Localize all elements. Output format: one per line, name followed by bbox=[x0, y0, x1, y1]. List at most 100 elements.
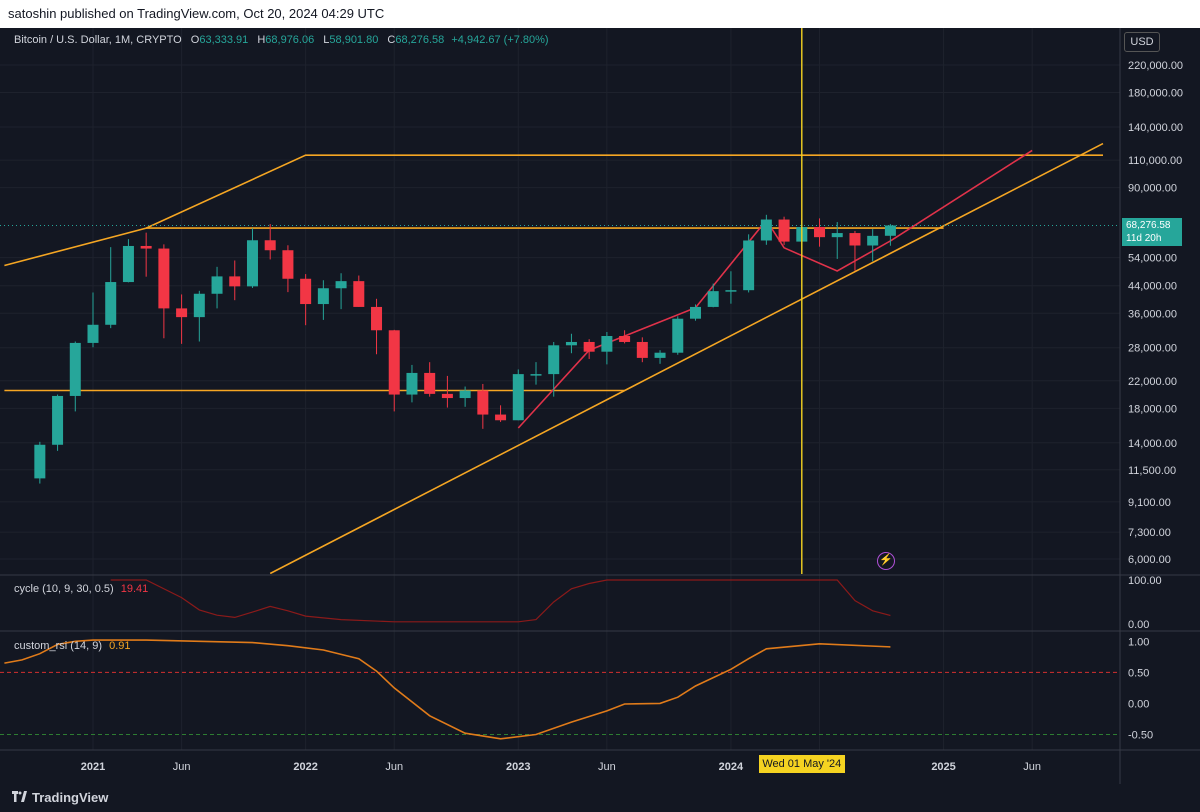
candle-body bbox=[565, 341, 577, 346]
candle bbox=[176, 294, 188, 344]
candle-body bbox=[477, 390, 489, 415]
price-tick-label: 110,000.00 bbox=[1128, 155, 1182, 167]
candle-body bbox=[300, 278, 312, 305]
candle bbox=[441, 375, 453, 408]
candle-body bbox=[530, 374, 542, 376]
candle-body bbox=[388, 330, 400, 395]
candle-body bbox=[264, 240, 276, 251]
candle-body bbox=[814, 227, 826, 238]
candle-body bbox=[371, 306, 383, 331]
candle bbox=[725, 271, 737, 304]
low-value: 58,901.80 bbox=[329, 34, 379, 46]
candle bbox=[388, 329, 400, 412]
trendline bbox=[517, 149, 1033, 429]
candle-body bbox=[867, 235, 879, 246]
candle bbox=[459, 386, 471, 407]
trendlines bbox=[0, 142, 1120, 574]
price-tick-label: 54,000.00 bbox=[1128, 253, 1177, 265]
rsi-tick-label: 1.00 bbox=[1128, 636, 1149, 648]
lightning-icon[interactable]: ⚡ bbox=[877, 552, 895, 570]
candle bbox=[814, 218, 826, 247]
price-tick-label: 6,000.00 bbox=[1128, 554, 1171, 566]
rsi-indicator bbox=[0, 639, 1120, 740]
candle bbox=[707, 283, 719, 308]
bar-countdown: 11d 20h bbox=[1126, 233, 1162, 244]
candle-body bbox=[619, 335, 631, 342]
candles bbox=[34, 214, 896, 484]
price-tick-label: 180,000.00 bbox=[1128, 88, 1183, 100]
candle-body bbox=[583, 341, 595, 352]
candle-body bbox=[105, 282, 117, 325]
candle bbox=[52, 394, 64, 451]
candle bbox=[619, 330, 631, 344]
gridlines bbox=[0, 28, 1120, 750]
rsi-tick-label: 0.00 bbox=[1128, 698, 1149, 710]
time-tick-label: Jun bbox=[1023, 761, 1041, 773]
candle bbox=[34, 441, 46, 484]
currency-button[interactable]: USD bbox=[1124, 32, 1160, 52]
crosshair-date-label: Wed 01 May '24 bbox=[758, 755, 845, 773]
candle-body bbox=[122, 245, 134, 283]
cycle-legend: cycle (10, 9, 30, 0.5) 19.41 bbox=[14, 583, 148, 595]
chart-area[interactable]: 220,000.00 180,000.00 140,000.00 110,000.00… bbox=[0, 26, 1200, 784]
candle-body bbox=[34, 444, 46, 479]
candle-body bbox=[831, 233, 843, 238]
candle bbox=[867, 229, 879, 262]
symbol-name: Bitcoin / U.S. Dollar, 1M, CRYPTO bbox=[14, 34, 182, 46]
price-tick-label: 22,000.00 bbox=[1128, 376, 1177, 388]
time-axis: 2021Jun2022Jun2023Jun2024Jun2025Jun bbox=[81, 761, 1041, 773]
candle bbox=[636, 337, 648, 363]
chart-svg[interactable]: 220,000.00 180,000.00 140,000.00 110,000.00… bbox=[0, 26, 1200, 784]
candle bbox=[884, 224, 896, 246]
rsi-tick-label: 0.50 bbox=[1128, 667, 1149, 679]
candle bbox=[105, 247, 117, 329]
candle bbox=[743, 234, 755, 293]
time-tick-label: 2023 bbox=[506, 761, 530, 773]
candle bbox=[672, 316, 684, 355]
cycle-tick-label: 0.00 bbox=[1128, 619, 1149, 631]
footer-brand[interactable]: TradingView bbox=[32, 790, 109, 805]
footer: TradingView bbox=[0, 784, 1200, 812]
cycle-tick-label: 100.00 bbox=[1128, 575, 1162, 587]
time-tick-label: Jun bbox=[385, 761, 403, 773]
publisher-line: satoshin published on TradingView.com, O… bbox=[8, 6, 385, 21]
candle-body bbox=[335, 281, 347, 289]
price-tick-label: 220,000.00 bbox=[1128, 60, 1183, 72]
price-tick-label: 18,000.00 bbox=[1128, 403, 1177, 415]
high-value: 68,976.06 bbox=[265, 34, 315, 46]
candle-body bbox=[176, 308, 188, 318]
price-axis: 220,000.00 180,000.00 140,000.00 110,000.00… bbox=[1128, 60, 1183, 741]
candle bbox=[689, 304, 701, 321]
candle bbox=[140, 232, 152, 277]
candle-body bbox=[760, 219, 772, 241]
time-tick-label: 2024 bbox=[719, 761, 744, 773]
candle bbox=[601, 332, 613, 365]
price-tick-label: 9,100.00 bbox=[1128, 497, 1171, 509]
candle-body bbox=[601, 335, 613, 352]
candle bbox=[778, 216, 790, 246]
candle bbox=[335, 273, 347, 310]
time-tick-label: Jun bbox=[173, 761, 191, 773]
tradingview-logo-icon bbox=[12, 791, 27, 802]
candle bbox=[282, 245, 294, 293]
candle-body bbox=[654, 352, 666, 358]
candle-body bbox=[158, 248, 170, 309]
candle bbox=[495, 405, 507, 422]
open-label: O bbox=[190, 34, 200, 46]
candle bbox=[512, 369, 524, 421]
candle-body bbox=[87, 324, 99, 343]
rsi-tick-label: -0.50 bbox=[1128, 729, 1153, 741]
publish-header: satoshin published on TradingView.com, O… bbox=[0, 0, 1200, 28]
candle bbox=[211, 266, 223, 309]
candle bbox=[193, 290, 205, 342]
candle-body bbox=[69, 342, 81, 396]
candle-body bbox=[778, 219, 790, 242]
close-value: 68,276.58 bbox=[395, 34, 445, 46]
candle bbox=[565, 333, 577, 354]
candle-body bbox=[884, 225, 896, 236]
candle-body bbox=[459, 390, 471, 399]
price-tick-label: 44,000.00 bbox=[1128, 281, 1177, 293]
cycle-line bbox=[110, 579, 891, 623]
candle-body bbox=[512, 374, 524, 421]
candle-body bbox=[689, 306, 701, 319]
